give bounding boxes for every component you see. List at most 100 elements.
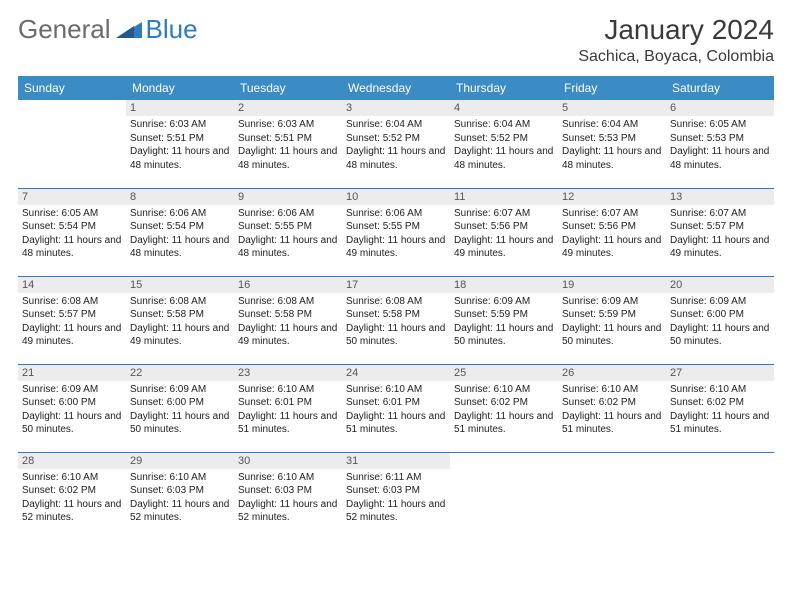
- day-details: Sunrise: 6:09 AMSunset: 6:00 PMDaylight:…: [670, 295, 770, 349]
- calendar-day-cell: 12 Sunrise: 6:07 AMSunset: 5:56 PMDayligh…: [558, 188, 666, 276]
- calendar-table: SundayMondayTuesdayWednesdayThursdayFrid…: [18, 76, 774, 540]
- day-details: Sunrise: 6:06 AMSunset: 5:54 PMDaylight:…: [130, 207, 230, 261]
- calendar-day-cell: 14 Sunrise: 6:08 AMSunset: 5:57 PMDayligh…: [18, 276, 126, 364]
- day-number: 5: [558, 100, 666, 116]
- day-number: 7: [18, 189, 126, 205]
- weekday-header: Friday: [558, 76, 666, 100]
- day-number: 27: [666, 365, 774, 381]
- calendar-day-cell: 30 Sunrise: 6:10 AMSunset: 6:03 PMDayligh…: [234, 452, 342, 540]
- day-details: Sunrise: 6:07 AMSunset: 5:56 PMDaylight:…: [562, 207, 662, 261]
- day-details: Sunrise: 6:11 AMSunset: 6:03 PMDaylight:…: [346, 471, 446, 525]
- calendar-day-cell: 31Sunrise: 6:11 AMSunset: 6:03 PMDayligh…: [342, 452, 450, 540]
- calendar-day-cell: [18, 100, 126, 188]
- day-number: 17: [342, 277, 450, 293]
- day-details: Sunrise: 6:09 AMSunset: 5:59 PMDaylight:…: [562, 295, 662, 349]
- day-details: Sunrise: 6:10 AMSunset: 6:03 PMDaylight:…: [238, 471, 338, 525]
- day-number: 13: [666, 189, 774, 205]
- day-details: Sunrise: 6:04 AMSunset: 5:53 PMDaylight:…: [562, 118, 662, 172]
- location-text: Sachica, Boyaca, Colombia: [578, 48, 774, 66]
- day-details: Sunrise: 6:04 AMSunset: 5:52 PMDaylight:…: [346, 118, 446, 172]
- day-number: 15: [126, 277, 234, 293]
- day-details: Sunrise: 6:08 AMSunset: 5:58 PMDaylight:…: [238, 295, 338, 349]
- day-number: 3: [342, 100, 450, 116]
- day-number: 25: [450, 365, 558, 381]
- calendar-day-cell: 29 Sunrise: 6:10 AMSunset: 6:03 PMDayligh…: [126, 452, 234, 540]
- day-details: Sunrise: 6:10 AMSunset: 6:02 PMDaylight:…: [670, 383, 770, 437]
- calendar-day-cell: 27 Sunrise: 6:10 AMSunset: 6:02 PMDayligh…: [666, 364, 774, 452]
- day-details: Sunrise: 6:08 AMSunset: 5:58 PMDaylight:…: [346, 295, 446, 349]
- day-details: Sunrise: 6:05 AMSunset: 5:54 PMDaylight:…: [22, 207, 122, 261]
- calendar-day-cell: 9 Sunrise: 6:06 AMSunset: 5:55 PMDaylight…: [234, 188, 342, 276]
- day-number: 19: [558, 277, 666, 293]
- day-details: Sunrise: 6:09 AMSunset: 6:00 PMDaylight:…: [22, 383, 122, 437]
- day-details: Sunrise: 6:10 AMSunset: 6:01 PMDaylight:…: [346, 383, 446, 437]
- calendar-day-cell: 19 Sunrise: 6:09 AMSunset: 5:59 PMDayligh…: [558, 276, 666, 364]
- weekday-header: Tuesday: [234, 76, 342, 100]
- logo: General Blue: [18, 14, 198, 45]
- day-number: 1: [126, 100, 234, 116]
- day-number: 6: [666, 100, 774, 116]
- day-details: Sunrise: 6:08 AMSunset: 5:57 PMDaylight:…: [22, 295, 122, 349]
- day-details: Sunrise: 6:10 AMSunset: 6:01 PMDaylight:…: [238, 383, 338, 437]
- calendar-day-cell: 22 Sunrise: 6:09 AMSunset: 6:00 PMDayligh…: [126, 364, 234, 452]
- calendar-day-cell: 24Sunrise: 6:10 AMSunset: 6:01 PMDayligh…: [342, 364, 450, 452]
- day-number: 16: [234, 277, 342, 293]
- calendar-day-cell: 15 Sunrise: 6:08 AMSunset: 5:58 PMDayligh…: [126, 276, 234, 364]
- day-details: Sunrise: 6:10 AMSunset: 6:02 PMDaylight:…: [454, 383, 554, 437]
- calendar-week-row: 28Sunrise: 6:10 AMSunset: 6:02 PMDayligh…: [18, 452, 774, 540]
- calendar-day-cell: 10Sunrise: 6:06 AMSunset: 5:55 PMDayligh…: [342, 188, 450, 276]
- day-details: Sunrise: 6:03 AMSunset: 5:51 PMDaylight:…: [238, 118, 338, 172]
- calendar-day-cell: [558, 452, 666, 540]
- day-details: Sunrise: 6:10 AMSunset: 6:02 PMDaylight:…: [562, 383, 662, 437]
- calendar-day-cell: 2Sunrise: 6:03 AMSunset: 5:51 PMDaylight…: [234, 100, 342, 188]
- day-details: Sunrise: 6:09 AMSunset: 5:59 PMDaylight:…: [454, 295, 554, 349]
- weekday-header: Sunday: [18, 76, 126, 100]
- calendar-body: 1Sunrise: 6:03 AMSunset: 5:51 PMDaylight…: [18, 100, 774, 540]
- calendar-day-cell: 4Sunrise: 6:04 AMSunset: 5:52 PMDaylight…: [450, 100, 558, 188]
- calendar-day-cell: 26 Sunrise: 6:10 AMSunset: 6:02 PMDayligh…: [558, 364, 666, 452]
- day-number: 8: [126, 189, 234, 205]
- day-details: Sunrise: 6:07 AMSunset: 5:56 PMDaylight:…: [454, 207, 554, 261]
- day-number: 30: [234, 453, 342, 469]
- calendar-day-cell: 28Sunrise: 6:10 AMSunset: 6:02 PMDayligh…: [18, 452, 126, 540]
- calendar-week-row: 1Sunrise: 6:03 AMSunset: 5:51 PMDaylight…: [18, 100, 774, 188]
- day-details: Sunrise: 6:08 AMSunset: 5:58 PMDaylight:…: [130, 295, 230, 349]
- day-number: 29: [126, 453, 234, 469]
- day-number: 22: [126, 365, 234, 381]
- calendar-head: SundayMondayTuesdayWednesdayThursdayFrid…: [18, 76, 774, 100]
- day-details: Sunrise: 6:09 AMSunset: 6:00 PMDaylight:…: [130, 383, 230, 437]
- day-details: Sunrise: 6:10 AMSunset: 6:03 PMDaylight:…: [130, 471, 230, 525]
- calendar-day-cell: 20 Sunrise: 6:09 AMSunset: 6:00 PMDayligh…: [666, 276, 774, 364]
- calendar-day-cell: 21 Sunrise: 6:09 AMSunset: 6:00 PMDayligh…: [18, 364, 126, 452]
- day-number: 26: [558, 365, 666, 381]
- day-details: Sunrise: 6:05 AMSunset: 5:53 PMDaylight:…: [670, 118, 770, 172]
- day-number: 9: [234, 189, 342, 205]
- weekday-header: Thursday: [450, 76, 558, 100]
- day-number: 21: [18, 365, 126, 381]
- day-number: 11: [450, 189, 558, 205]
- calendar-day-cell: [450, 452, 558, 540]
- day-number: 14: [18, 277, 126, 293]
- weekday-header: Saturday: [666, 76, 774, 100]
- day-number: 20: [666, 277, 774, 293]
- calendar-day-cell: 7 Sunrise: 6:05 AMSunset: 5:54 PMDaylight…: [18, 188, 126, 276]
- calendar-week-row: 21Sunrise: 6:09 AMSunset: 6:00 PMDayligh…: [18, 364, 774, 452]
- calendar-day-cell: 3 Sunrise: 6:04 AMSunset: 5:52 PMDaylight…: [342, 100, 450, 188]
- logo-text-1: General: [18, 14, 111, 45]
- calendar-day-cell: 23Sunrise: 6:10 AMSunset: 6:01 PMDayligh…: [234, 364, 342, 452]
- calendar-week-row: 14 Sunrise: 6:08 AMSunset: 5:57 PMDayligh…: [18, 276, 774, 364]
- day-number: 10: [342, 189, 450, 205]
- calendar-week-row: 7 Sunrise: 6:05 AMSunset: 5:54 PMDaylight…: [18, 188, 774, 276]
- day-details: Sunrise: 6:07 AMSunset: 5:57 PMDaylight:…: [670, 207, 770, 261]
- day-number: 12: [558, 189, 666, 205]
- day-details: Sunrise: 6:03 AMSunset: 5:51 PMDaylight:…: [130, 118, 230, 172]
- day-number: 28: [18, 453, 126, 469]
- day-details: Sunrise: 6:06 AMSunset: 5:55 PMDaylight:…: [238, 207, 338, 261]
- day-number: 18: [450, 277, 558, 293]
- calendar-day-cell: 6 Sunrise: 6:05 AMSunset: 5:53 PMDaylight…: [666, 100, 774, 188]
- calendar-day-cell: 1 Sunrise: 6:03 AMSunset: 5:51 PMDaylight…: [126, 100, 234, 188]
- calendar-day-cell: 16 Sunrise: 6:08 AMSunset: 5:58 PMDayligh…: [234, 276, 342, 364]
- calendar-day-cell: 5 Sunrise: 6:04 AMSunset: 5:53 PMDaylight…: [558, 100, 666, 188]
- calendar-day-cell: 25 Sunrise: 6:10 AMSunset: 6:02 PMDayligh…: [450, 364, 558, 452]
- calendar-day-cell: 17 Sunrise: 6:08 AMSunset: 5:58 PMDayligh…: [342, 276, 450, 364]
